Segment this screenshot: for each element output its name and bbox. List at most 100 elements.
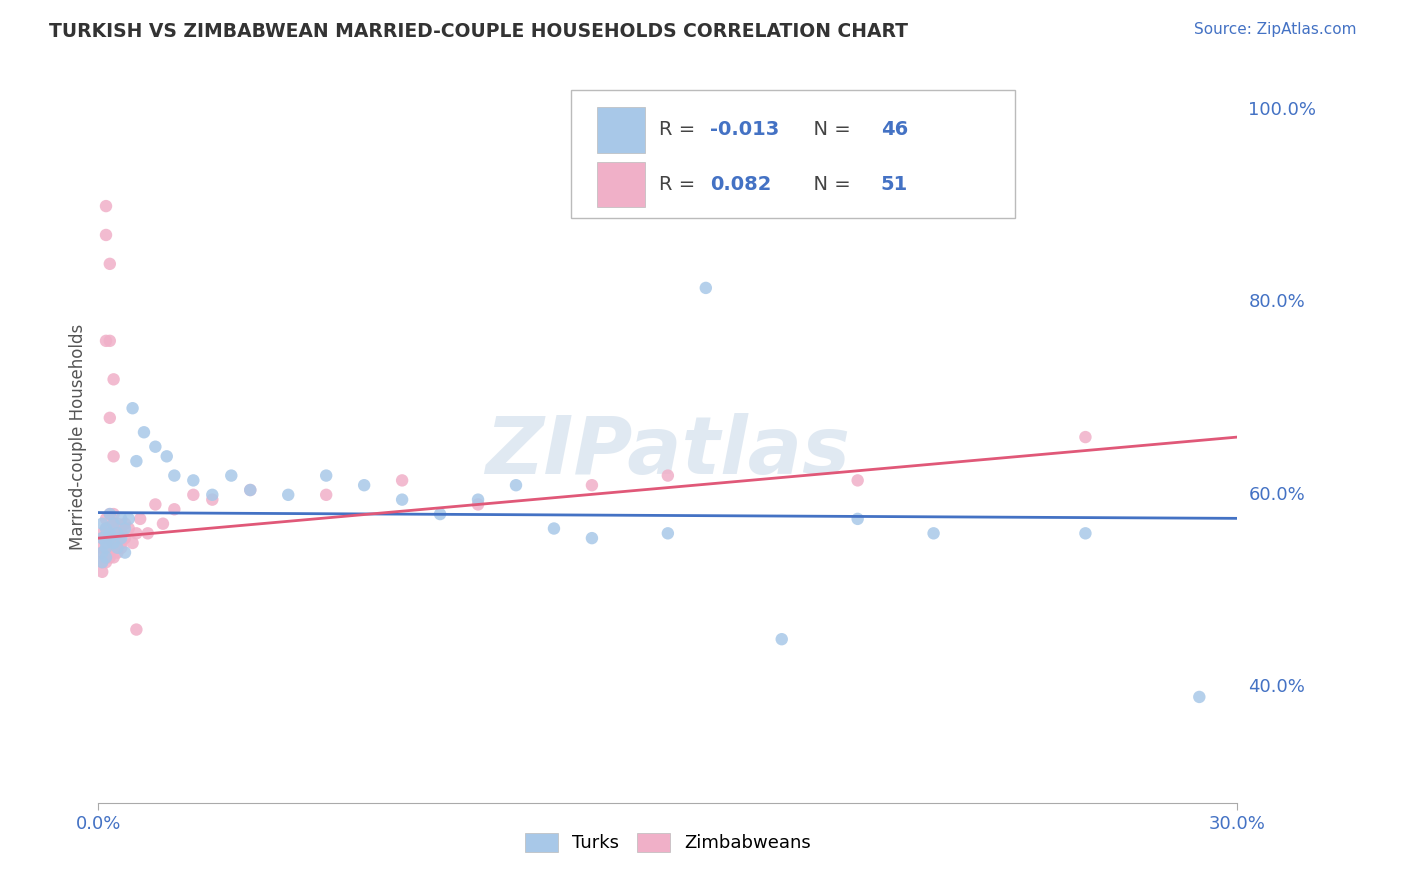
Point: [110, 536, 132, 550]
Point: [91, 555, 114, 569]
Point: [98, 550, 121, 565]
Point: [114, 516, 136, 531]
Point: [770, 632, 793, 647]
Point: [94, 512, 117, 526]
FancyBboxPatch shape: [598, 107, 645, 153]
Point: [239, 483, 262, 497]
Point: [125, 454, 148, 468]
Point: [657, 468, 679, 483]
Point: [145, 440, 167, 454]
Point: [125, 526, 148, 541]
Point: [581, 531, 603, 545]
Point: [114, 521, 136, 535]
Point: [103, 372, 125, 386]
Point: [94, 550, 117, 565]
Point: [94, 521, 117, 535]
Legend: Turks, Zimbabweans: Turks, Zimbabweans: [517, 826, 818, 860]
Text: N =: N =: [801, 175, 858, 194]
Point: [183, 488, 205, 502]
Point: [107, 516, 129, 531]
Point: [107, 541, 129, 555]
Text: R =: R =: [659, 175, 702, 194]
Point: [132, 425, 155, 440]
Y-axis label: Married-couple Households: Married-couple Households: [69, 324, 87, 550]
Point: [505, 478, 527, 492]
Point: [695, 281, 717, 295]
Point: [103, 516, 125, 531]
FancyBboxPatch shape: [571, 90, 1015, 218]
Point: [110, 541, 132, 555]
Text: -0.013: -0.013: [710, 120, 779, 139]
Text: Source: ZipAtlas.com: Source: ZipAtlas.com: [1194, 22, 1357, 37]
Point: [103, 531, 125, 545]
Point: [118, 512, 141, 526]
Point: [91, 531, 114, 545]
Point: [110, 512, 132, 526]
Point: [581, 478, 603, 492]
Point: [107, 545, 129, 559]
Point: [98, 507, 121, 521]
Point: [846, 512, 869, 526]
Text: 40.0%: 40.0%: [1249, 678, 1305, 697]
Point: [103, 550, 125, 565]
Point: [277, 488, 299, 502]
Point: [91, 531, 114, 545]
Point: [94, 334, 117, 348]
Point: [221, 468, 243, 483]
Point: [315, 468, 337, 483]
Point: [91, 555, 114, 569]
Point: [98, 526, 121, 541]
FancyBboxPatch shape: [598, 162, 645, 208]
Point: [429, 507, 451, 521]
Point: [103, 541, 125, 555]
Point: [156, 450, 179, 464]
Point: [239, 483, 262, 497]
Point: [846, 474, 869, 488]
Point: [94, 555, 117, 569]
Point: [103, 516, 125, 531]
Point: [98, 410, 121, 425]
Point: [129, 512, 152, 526]
Point: [110, 531, 132, 545]
Point: [467, 498, 489, 512]
Point: [391, 474, 413, 488]
Point: [163, 468, 186, 483]
Point: [125, 623, 148, 637]
Point: [103, 450, 125, 464]
Point: [98, 531, 121, 545]
Point: [657, 526, 679, 541]
Text: 51: 51: [880, 175, 908, 194]
Point: [98, 526, 121, 541]
Point: [1074, 430, 1097, 444]
Point: [107, 526, 129, 541]
Point: [201, 488, 224, 502]
Text: 0.082: 0.082: [710, 175, 772, 194]
Text: 46: 46: [880, 120, 908, 139]
Point: [91, 545, 114, 559]
Text: ZIPatlas: ZIPatlas: [485, 413, 851, 491]
Point: [121, 401, 143, 416]
Point: [163, 502, 186, 516]
Point: [152, 516, 174, 531]
Point: [94, 550, 117, 565]
Point: [91, 565, 114, 579]
Point: [118, 521, 141, 535]
Point: [114, 531, 136, 545]
Point: [91, 545, 114, 559]
Point: [114, 545, 136, 559]
Point: [94, 541, 117, 555]
Point: [1074, 526, 1097, 541]
Point: [107, 521, 129, 535]
Point: [110, 526, 132, 541]
Point: [1188, 690, 1211, 704]
Point: [91, 526, 114, 541]
Point: [98, 507, 121, 521]
Point: [91, 516, 114, 531]
Text: 100.0%: 100.0%: [1249, 101, 1316, 119]
Point: [94, 536, 117, 550]
Point: [121, 536, 143, 550]
Point: [391, 492, 413, 507]
Point: [98, 541, 121, 555]
Point: [353, 478, 375, 492]
Point: [315, 488, 337, 502]
